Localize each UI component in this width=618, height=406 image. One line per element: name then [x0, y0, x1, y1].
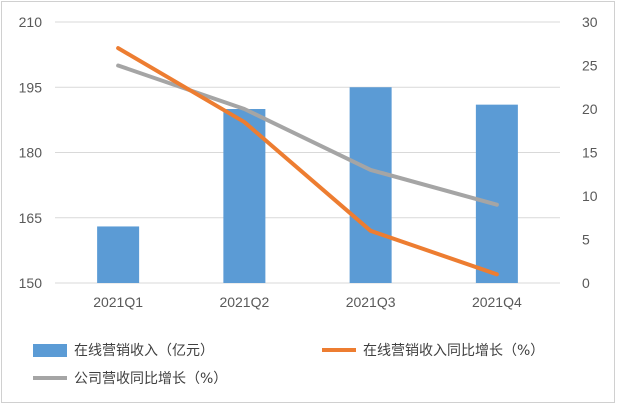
legend-swatch-bar	[33, 344, 67, 357]
right-axis-tick-label: 30	[582, 14, 598, 30]
bar	[475, 104, 518, 284]
right-axis-tick-label: 15	[582, 145, 598, 161]
bar	[223, 109, 266, 283]
grid-lines	[55, 21, 560, 284]
line-series	[116, 46, 499, 277]
left-axis-tick-label: 180	[19, 145, 43, 161]
x-axis-ticks: 2021Q1 2021Q2 2021Q3 2021Q4	[93, 294, 522, 310]
legend-label: 在线营销收入同比增长（%）	[363, 343, 544, 359]
x-axis-tick-label: 2021Q2	[219, 294, 269, 310]
bar-series	[97, 87, 518, 284]
left-axis-tick-label: 210	[19, 14, 43, 30]
right-axis-tick-label: 10	[582, 188, 598, 204]
x-axis-tick-label: 2021Q1	[93, 294, 143, 310]
bar	[349, 87, 392, 283]
left-axis-tick-label: 195	[19, 79, 43, 95]
left-axis-tick-label: 150	[19, 275, 43, 291]
x-axis-tick-label: 2021Q4	[472, 294, 522, 310]
right-axis-tick-label: 0	[582, 275, 590, 291]
series-line	[116, 63, 499, 207]
left-axis-tick-label: 165	[19, 210, 43, 226]
legend: 在线营销收入（亿元） 在线营销收入同比增长（%） 公司营收同比增长（%）	[33, 343, 544, 387]
x-axis-tick-label: 2021Q3	[346, 294, 396, 310]
bar	[97, 226, 140, 283]
legend-label: 公司营收同比增长（%）	[74, 371, 227, 387]
left-axis-ticks: 210 195 180 165 150	[19, 14, 43, 291]
series-line	[116, 46, 499, 277]
legend-label: 在线营销收入（亿元）	[74, 343, 214, 359]
right-axis-tick-label: 20	[582, 101, 598, 117]
right-axis-tick-label: 25	[582, 58, 598, 74]
right-axis-ticks: 30 25 20 15 10 5 0	[582, 14, 598, 291]
right-axis-tick-label: 5	[582, 232, 590, 248]
